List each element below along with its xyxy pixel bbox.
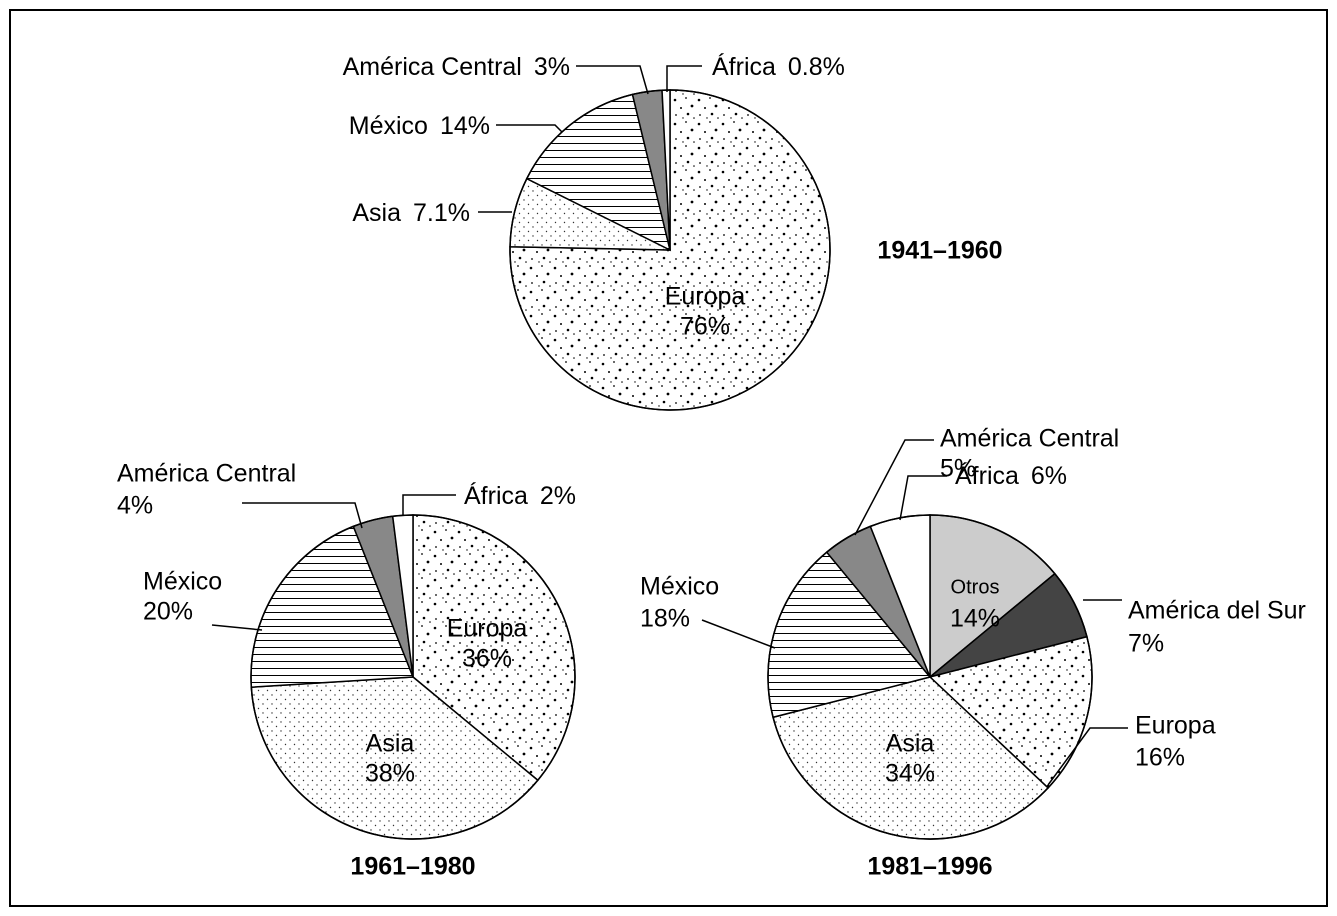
slice-value: 3% [534, 53, 570, 81]
slice-label: Asia [366, 730, 415, 758]
leader-line [211, 624, 263, 631]
slice-label-row: Asia 7.1% [352, 199, 470, 227]
chart-title: 1941–1960 [877, 237, 1002, 265]
slice-label: África [712, 52, 776, 81]
leader-line [1047, 727, 1128, 786]
slice-label-row: México 14% [349, 112, 490, 140]
leader-line [402, 494, 456, 516]
slice-value: 38% [365, 760, 415, 788]
slice-label-row: África 2% [464, 481, 576, 510]
slice-value: 36% [462, 645, 512, 673]
slice-value: 18% [640, 605, 690, 633]
leader-line [242, 502, 363, 529]
frame [9, 9, 1328, 907]
slice-label: México [349, 112, 428, 140]
slice-label-row: América Central 3% [343, 53, 570, 81]
leader-line [496, 124, 563, 133]
chart-title: 1961–1980 [350, 853, 475, 881]
slice-label-row: África 6% [955, 461, 1067, 490]
slice-label: Otros [951, 576, 1000, 598]
pie-outline [250, 514, 576, 840]
slice-value: 7% [1128, 630, 1164, 658]
slice-label: Europa [665, 283, 746, 311]
slice-label: África [955, 461, 1019, 490]
slice-label: América del Sur [1128, 597, 1306, 625]
leader-line [701, 619, 776, 649]
slice-label: Asia [886, 730, 935, 758]
slice-value: 4% [117, 492, 153, 520]
slice-label: América Central [343, 53, 522, 81]
slice-label: América Central [940, 425, 1119, 453]
slice-label: Europa [1135, 712, 1216, 740]
leader-line [854, 439, 934, 536]
leader-line [666, 65, 702, 92]
slice-value: 14% [950, 605, 1000, 633]
slice-value: 16% [1135, 744, 1185, 772]
slice-label: México [640, 573, 719, 601]
slice-value: 14% [440, 112, 490, 140]
pie-outline [767, 514, 1093, 840]
slice-label: Europa [447, 615, 528, 643]
pie-outline [509, 89, 831, 411]
slice-value: 20% [143, 598, 193, 626]
slice-value: 5% [940, 455, 976, 483]
chart-title: 1981–1996 [867, 853, 992, 881]
slice-value: 0.8% [788, 53, 845, 81]
slice-value: 76% [680, 313, 730, 341]
slice-label: América Central [117, 460, 296, 488]
leader-line [899, 475, 947, 521]
slice-label-row: África 0.8% [712, 52, 845, 81]
slice-value: 6% [1031, 462, 1067, 490]
slice-value: 34% [885, 760, 935, 788]
slice-value: 7.1% [413, 199, 470, 227]
slice-label: Asia [352, 199, 401, 227]
slice-label: México [143, 568, 222, 596]
slice-label: África [464, 481, 528, 510]
slice-value: 2% [540, 482, 576, 510]
leader-line [576, 65, 649, 95]
